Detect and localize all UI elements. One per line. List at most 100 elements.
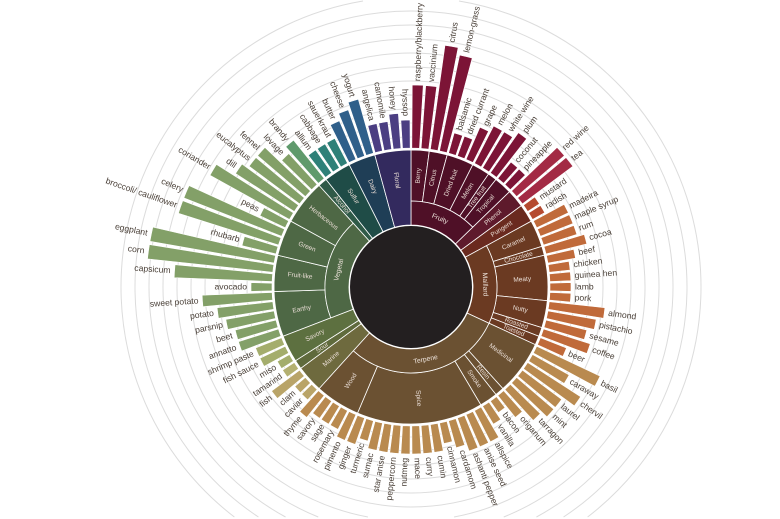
leaf-bar-balsamic[interactable] [448, 132, 463, 156]
leaf-bar-allspice[interactable] [474, 406, 500, 443]
leaf-bar-dill[interactable] [235, 163, 300, 212]
leaf-bar-rosemary[interactable] [329, 406, 348, 430]
leaf-bar-lamb[interactable] [549, 282, 572, 292]
leaf-bar-beef[interactable] [546, 248, 576, 264]
leaf-bar-honey[interactable] [388, 113, 402, 150]
leaf-bar-plum[interactable] [489, 132, 528, 178]
leaf-bar-raspberry-blackberry[interactable] [411, 84, 424, 149]
leaf-bar-star-anise[interactable] [378, 423, 392, 453]
grid-ring [120, 0, 364, 518]
leaf-bar-coriander[interactable] [209, 164, 294, 220]
leaf-bar-camomile[interactable] [378, 121, 392, 151]
leaf-bar-peppercorn[interactable] [389, 424, 402, 454]
leaf-bar-vanilla[interactable] [482, 401, 502, 425]
leaf-bar-eucalyptus[interactable] [248, 157, 305, 205]
leaf-bar-radish[interactable] [528, 205, 546, 220]
leaf-bar-origanum[interactable] [497, 390, 523, 418]
leaf-bar-grape[interactable] [465, 126, 489, 163]
leaf-bar-sweet-potato[interactable] [201, 292, 273, 307]
leaf-bar-sauerkraut[interactable] [326, 138, 348, 168]
leaf-bar-clam[interactable] [294, 376, 311, 394]
leaf-bar-tarragon[interactable] [504, 383, 541, 421]
subcategory-label: Fruit-like [287, 271, 313, 280]
leaf-bar-annatto[interactable] [238, 328, 282, 352]
leaf-bar-rum[interactable] [540, 225, 578, 246]
leaf-bar-caraway[interactable] [528, 354, 570, 384]
leaf-bar-pimento[interactable] [336, 411, 357, 441]
leaf-bar-fennel[interactable] [257, 147, 311, 198]
leaf-bar-vaccinium[interactable] [420, 85, 438, 150]
leaf-bar-cabbage[interactable] [316, 143, 340, 173]
leaf-bar-parsnip[interactable] [225, 310, 276, 330]
leaf-bar-basil[interactable] [532, 345, 601, 387]
leaf-bar-lemon-grass[interactable] [439, 54, 473, 154]
leaf-bar-shrimp-paste[interactable] [255, 337, 285, 357]
leaf-bar-pistachio[interactable] [546, 310, 597, 330]
leaf-bar-sage[interactable] [320, 401, 340, 425]
leaf-bar-pineapple[interactable] [504, 168, 526, 191]
leaf-bar-tamarind[interactable] [282, 362, 300, 378]
leaf-bar-cocoa[interactable] [543, 234, 588, 255]
leaf-bar-chervil[interactable] [522, 362, 582, 407]
leaf-bar-chicken[interactable] [547, 261, 571, 273]
leaf-bar-potato[interactable] [216, 301, 275, 319]
leaf-bar-red-wine[interactable] [511, 147, 565, 198]
leaf-bar-almond[interactable] [547, 301, 606, 319]
leaf-bar-tea[interactable] [517, 157, 574, 205]
leaf-bar-sumac[interactable] [367, 420, 383, 451]
leaf-bar-pork[interactable] [549, 292, 572, 303]
leaf-bar-coffee[interactable] [540, 328, 591, 354]
leaf-bar-thyme[interactable] [299, 390, 325, 418]
leaf-bar-capsicum[interactable] [173, 264, 273, 282]
leaf-bar-yogurt[interactable] [347, 98, 374, 156]
leaf-bar-brandy[interactable] [285, 139, 325, 184]
leaf-label: coriander [177, 145, 213, 172]
leaf-bar-hyssop[interactable] [400, 119, 411, 149]
leaf-bar-butter[interactable] [329, 120, 357, 163]
leaf-bar-miso[interactable] [276, 354, 294, 369]
leaf-bar-cheese[interactable] [338, 109, 365, 160]
leaf-bar-melon[interactable] [474, 125, 503, 168]
leaf-bar-dried-currant[interactable] [457, 135, 473, 160]
leaf-bar-laurel[interactable] [517, 369, 563, 408]
leaf-bar-eggplant[interactable] [149, 226, 276, 264]
leaf-bar-corn[interactable] [147, 244, 275, 273]
leaf-bar-citrus[interactable] [430, 45, 459, 151]
leaf-bar-fish-sauce[interactable] [259, 345, 290, 367]
leaf-bar-sesame[interactable] [543, 319, 588, 340]
leaf-bar-mustard[interactable] [522, 196, 540, 212]
leaf-bar-fish[interactable] [271, 369, 305, 399]
leaf-bar-beet[interactable] [234, 319, 279, 340]
leaf-bar-celery[interactable] [183, 185, 285, 237]
leaf-bar-lovage[interactable] [281, 153, 318, 191]
leaf-bar-caviar[interactable] [301, 383, 318, 401]
leaf-bar-avocado[interactable] [250, 282, 273, 292]
leaf-bar-peas[interactable] [259, 207, 290, 229]
leaf-bar-ginger[interactable] [346, 414, 365, 445]
leaf-bar-rhubarb[interactable] [241, 236, 279, 255]
leaf-bar-nutmeg[interactable] [400, 425, 411, 455]
category-floral[interactable] [374, 149, 412, 228]
leaf-bar-madeira[interactable] [532, 203, 569, 229]
leaf-label: guinea hen [574, 267, 617, 280]
leaf-bar-mint[interactable] [511, 376, 555, 418]
leaf-bar-savory[interactable] [312, 396, 333, 419]
leaf-bar-anise-seed[interactable] [465, 411, 489, 448]
leaf-bar-bacon[interactable] [489, 396, 506, 414]
leaf-bar-mace[interactable] [411, 425, 422, 455]
leaf-bar-coconut[interactable] [497, 161, 519, 184]
leaf-bar-guinea-hen[interactable] [549, 271, 572, 282]
leaf-bar-cumin[interactable] [430, 423, 444, 453]
leaf-bar-broccoli-cauliflower[interactable] [178, 200, 282, 246]
leaf-bar-cardamom[interactable] [448, 418, 466, 449]
leaf-bar-cinnamon[interactable] [439, 420, 453, 444]
leaf-bar-turmeric[interactable] [359, 418, 374, 442]
leaf-bar-ashanti-pepper[interactable] [457, 414, 479, 452]
leaf-bar-angelica[interactable] [367, 123, 383, 154]
leaf-bar-beer[interactable] [537, 337, 567, 357]
leaf-bar-curry[interactable] [420, 424, 433, 454]
leaf-bar-allium[interactable] [307, 149, 333, 178]
leaf-bar-white-wine[interactable] [482, 131, 513, 173]
leaf-bar-maple-syrup[interactable] [537, 214, 574, 237]
grid-ring [232, 108, 590, 466]
